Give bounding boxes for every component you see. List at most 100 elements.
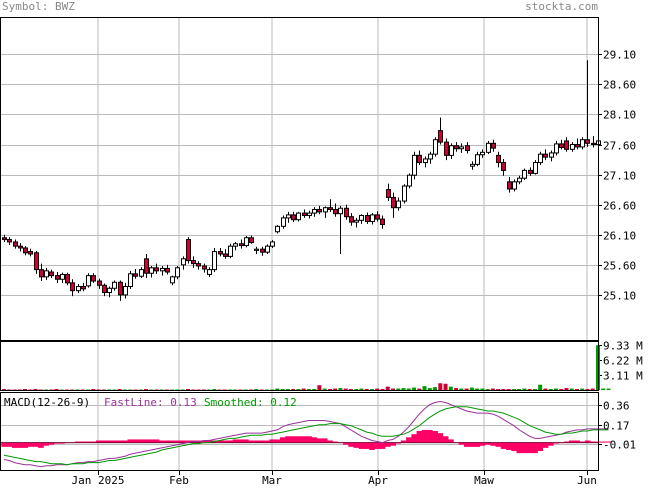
volume-bar — [532, 389, 537, 391]
candle-body — [91, 275, 96, 282]
candle-body — [2, 237, 7, 241]
volume-bar — [375, 388, 380, 390]
candle-body — [391, 196, 396, 209]
candle-body — [260, 248, 265, 253]
macd-histogram-bar — [101, 440, 107, 443]
candle-body — [538, 153, 543, 164]
candle-body — [475, 154, 480, 165]
macd-histogram-bar — [169, 440, 176, 443]
candle-body — [559, 143, 564, 149]
macd-histogram-bar — [253, 440, 260, 443]
macd-histogram-bar — [569, 440, 575, 443]
macd-histogram-bar — [584, 440, 591, 443]
macd-histogram-bar — [258, 440, 265, 443]
volume-bar — [2, 389, 6, 391]
candle-body — [39, 269, 44, 278]
macd-histogram-bar — [337, 442, 344, 444]
macd-histogram-bar — [390, 442, 396, 446]
volume-bar — [333, 388, 338, 390]
macd-histogram-bar — [59, 442, 65, 444]
candle-body — [423, 158, 428, 164]
candle-body — [239, 243, 244, 247]
x-tick-label: Mar — [262, 474, 282, 486]
price-tick-label: 28.60 — [603, 79, 636, 92]
macd-histogram-bar — [600, 441, 607, 443]
volume-bar — [291, 389, 296, 391]
candle-body — [333, 208, 338, 215]
macd-histogram-bar — [174, 440, 181, 443]
volume-bar — [548, 389, 553, 391]
volume-bar — [54, 389, 59, 391]
volume-bar — [354, 389, 359, 391]
candle-body — [570, 144, 575, 150]
macd-fastline — [3, 400, 609, 468]
macd-histogram-bar — [484, 442, 491, 445]
volume-bar — [574, 389, 579, 391]
volume-bar — [417, 388, 422, 390]
candle-body — [449, 145, 454, 156]
candle-body — [349, 216, 354, 223]
macd-histogram-bar — [6, 442, 13, 447]
price-tick-label: 25.10 — [603, 290, 636, 303]
candle-body — [375, 214, 380, 220]
candle-body — [23, 247, 28, 254]
candle-body — [444, 141, 449, 156]
volume-bar — [306, 389, 311, 391]
macd-histogram-bar — [232, 439, 239, 443]
macd-histogram-bar — [243, 439, 249, 443]
macd-histogram-bar — [64, 442, 71, 444]
candle-body — [323, 207, 328, 213]
macd-histogram-bar — [353, 442, 360, 448]
candle-body — [244, 237, 249, 247]
macd-histogram-bar — [90, 441, 97, 443]
macd-histogram-bar — [574, 440, 580, 443]
candle-body — [459, 146, 464, 150]
candle-body — [175, 267, 180, 278]
volume-bar — [322, 388, 327, 390]
candle-body — [465, 145, 470, 152]
price-tick-label: 26.60 — [603, 200, 636, 213]
macd-histogram-bar — [279, 437, 286, 443]
candle-body — [154, 267, 159, 272]
macd-histogram-bar — [506, 442, 512, 450]
volume-bar — [91, 389, 96, 391]
macd-histogram-bar — [563, 441, 570, 443]
macd-histogram-bar — [406, 437, 412, 443]
candle-body — [196, 263, 201, 267]
volume-bar — [185, 389, 190, 391]
candle-body — [491, 142, 496, 149]
candle-body — [549, 152, 554, 158]
macd-histogram-bar — [180, 440, 186, 443]
x-tick-label: Jun — [577, 474, 597, 486]
volume-bar — [327, 389, 332, 391]
macd-histogram-bar — [27, 442, 34, 447]
smoothed-legend: Smoothed: 0.12 — [204, 396, 297, 409]
candle-body — [97, 280, 102, 286]
candle-body — [233, 243, 238, 247]
macd-histogram-bar — [500, 442, 507, 449]
candle-body — [412, 154, 417, 176]
volume-bar — [285, 389, 290, 391]
volume-tick-label: 9.33 M — [603, 340, 643, 353]
candle-body — [28, 251, 33, 255]
macd-histogram-bar — [106, 440, 113, 443]
volume-bar — [406, 388, 411, 390]
macd-histogram-bar — [295, 436, 302, 443]
macd-histogram-bar — [138, 439, 144, 443]
candle-body — [165, 267, 170, 273]
macd-histogram-bar — [32, 442, 39, 447]
x-tick-label: Apr — [368, 474, 388, 486]
candle-body — [44, 270, 49, 278]
candle-body — [417, 154, 422, 164]
macd-histogram-bar — [511, 442, 517, 452]
volume-bar — [117, 389, 122, 391]
macd-histogram-bar — [301, 436, 307, 443]
candle-body — [218, 251, 223, 255]
volume-bar — [464, 388, 469, 390]
candle-body — [186, 239, 191, 262]
volume-bar — [443, 383, 448, 390]
candle-body — [281, 217, 286, 227]
macd-histogram-bar — [490, 442, 496, 446]
macd-histogram-bar — [400, 440, 407, 443]
